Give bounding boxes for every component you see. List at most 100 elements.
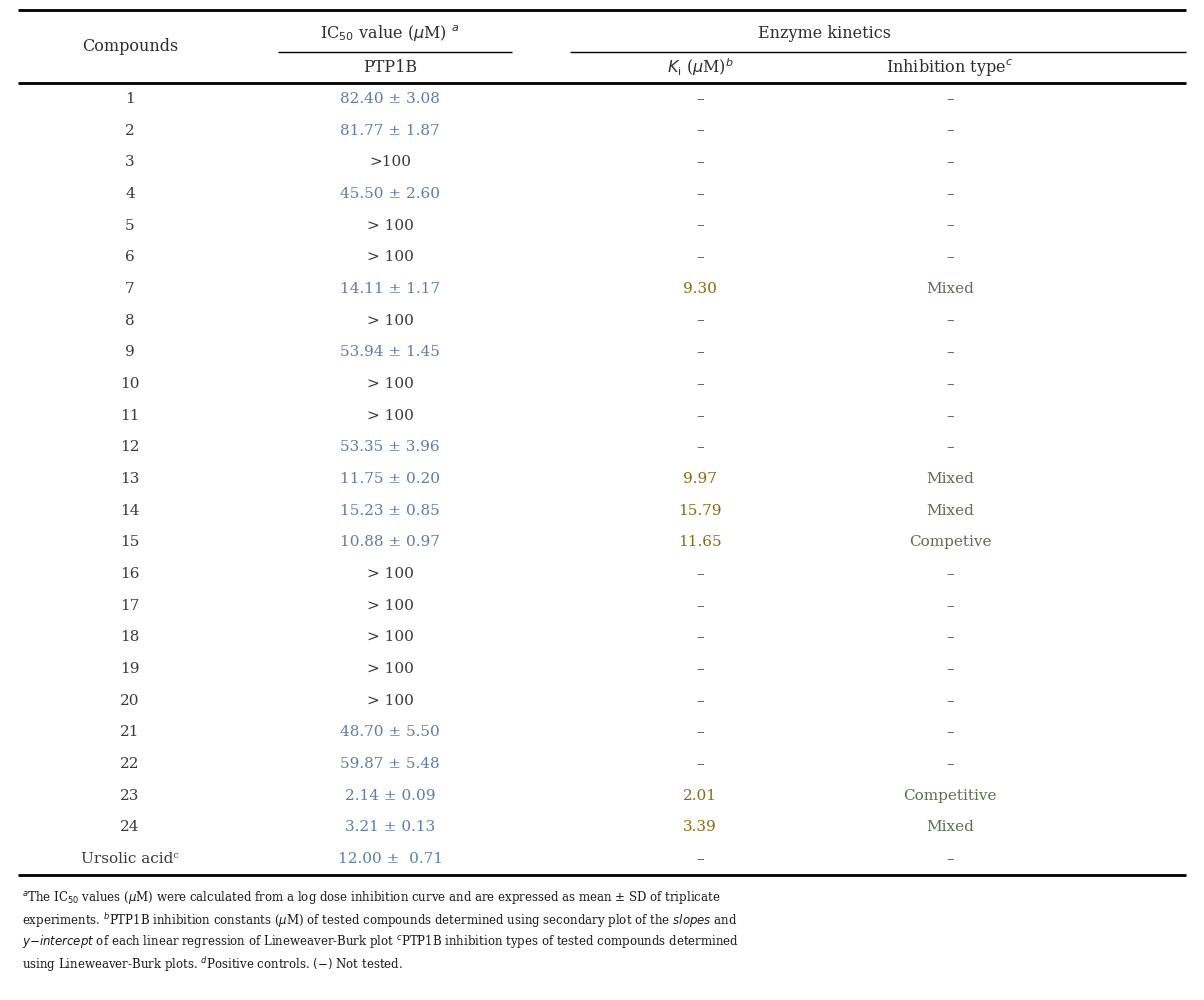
Text: 3: 3 bbox=[125, 155, 135, 169]
Text: –: – bbox=[946, 440, 954, 454]
Text: Compounds: Compounds bbox=[82, 38, 178, 55]
Text: 53.35 ± 3.96: 53.35 ± 3.96 bbox=[341, 440, 439, 454]
Text: –: – bbox=[696, 92, 704, 106]
Text: –: – bbox=[696, 599, 704, 613]
Text: 12.00 ±  0.71: 12.00 ± 0.71 bbox=[337, 852, 443, 866]
Text: 15.79: 15.79 bbox=[678, 504, 721, 518]
Text: Inhibition type$^c$: Inhibition type$^c$ bbox=[886, 56, 1014, 78]
Text: > 100: > 100 bbox=[366, 630, 413, 644]
Text: –: – bbox=[946, 852, 954, 866]
Text: 5: 5 bbox=[125, 219, 135, 233]
Text: –: – bbox=[696, 187, 704, 201]
Text: –: – bbox=[946, 630, 954, 644]
Text: 14.11 ± 1.17: 14.11 ± 1.17 bbox=[340, 282, 441, 296]
Text: –: – bbox=[946, 694, 954, 708]
Text: 16: 16 bbox=[120, 567, 140, 581]
Text: 14: 14 bbox=[120, 504, 140, 518]
Text: –: – bbox=[946, 757, 954, 771]
Text: experiments. $^b$PTP1B inhibition constants ($\mu$M) of tested compounds determi: experiments. $^b$PTP1B inhibition consta… bbox=[22, 911, 738, 930]
Text: –: – bbox=[946, 377, 954, 391]
Text: 48.70 ± 5.50: 48.70 ± 5.50 bbox=[340, 725, 439, 739]
Text: –: – bbox=[946, 662, 954, 676]
Text: $\it{y}$$-$$\it{intercept}$ of each linear regression of Lineweaver-Burk plot $^: $\it{y}$$-$$\it{intercept}$ of each line… bbox=[22, 933, 739, 950]
Text: Competive: Competive bbox=[909, 535, 991, 549]
Text: 3.39: 3.39 bbox=[683, 820, 716, 834]
Text: 10.88 ± 0.97: 10.88 ± 0.97 bbox=[340, 535, 439, 549]
Text: 22: 22 bbox=[120, 757, 140, 771]
Text: > 100: > 100 bbox=[366, 409, 413, 423]
Text: 15.23 ± 0.85: 15.23 ± 0.85 bbox=[340, 504, 439, 518]
Text: –: – bbox=[696, 409, 704, 423]
Text: > 100: > 100 bbox=[366, 567, 413, 581]
Text: –: – bbox=[946, 155, 954, 169]
Text: –: – bbox=[946, 219, 954, 233]
Text: 10: 10 bbox=[120, 377, 140, 391]
Text: 11.65: 11.65 bbox=[678, 535, 722, 549]
Text: Mixed: Mixed bbox=[926, 504, 974, 518]
Text: 9: 9 bbox=[125, 345, 135, 359]
Text: –: – bbox=[696, 314, 704, 328]
Text: 59.87 ± 5.48: 59.87 ± 5.48 bbox=[341, 757, 439, 771]
Text: 23: 23 bbox=[120, 789, 140, 803]
Text: 18: 18 bbox=[120, 630, 140, 644]
Text: 11.75 ± 0.20: 11.75 ± 0.20 bbox=[340, 472, 439, 486]
Text: –: – bbox=[946, 345, 954, 359]
Text: –: – bbox=[696, 155, 704, 169]
Text: 21: 21 bbox=[120, 725, 140, 739]
Text: IC$_{50}$ value ($\mu$M) $^a$: IC$_{50}$ value ($\mu$M) $^a$ bbox=[320, 23, 460, 43]
Text: –: – bbox=[946, 409, 954, 423]
Text: –: – bbox=[696, 852, 704, 866]
Text: –: – bbox=[946, 124, 954, 138]
Text: 53.94 ± 1.45: 53.94 ± 1.45 bbox=[340, 345, 439, 359]
Text: > 100: > 100 bbox=[366, 377, 413, 391]
Text: 6: 6 bbox=[125, 250, 135, 264]
Text: –: – bbox=[696, 662, 704, 676]
Text: 11: 11 bbox=[120, 409, 140, 423]
Text: Competitive: Competitive bbox=[903, 789, 997, 803]
Text: –: – bbox=[696, 219, 704, 233]
Text: –: – bbox=[946, 187, 954, 201]
Text: PTP1B: PTP1B bbox=[362, 58, 417, 76]
Text: 9.30: 9.30 bbox=[683, 282, 716, 296]
Text: > 100: > 100 bbox=[366, 314, 413, 328]
Text: Ursolic acidᶜ: Ursolic acidᶜ bbox=[81, 852, 179, 866]
Text: –: – bbox=[696, 440, 704, 454]
Text: using Lineweaver-Burk plots. $^d$Positive controls. $(\mathrm{-})$ Not tested.: using Lineweaver-Burk plots. $^d$Positiv… bbox=[22, 955, 403, 974]
Text: –: – bbox=[696, 694, 704, 708]
Text: 15: 15 bbox=[120, 535, 140, 549]
Text: 2.01: 2.01 bbox=[683, 789, 718, 803]
Text: –: – bbox=[946, 725, 954, 739]
Text: 12: 12 bbox=[120, 440, 140, 454]
Text: 1: 1 bbox=[125, 92, 135, 106]
Text: 9.97: 9.97 bbox=[683, 472, 716, 486]
Text: –: – bbox=[696, 345, 704, 359]
Text: –: – bbox=[696, 377, 704, 391]
Text: –: – bbox=[696, 124, 704, 138]
Text: 13: 13 bbox=[120, 472, 140, 486]
Text: –: – bbox=[696, 250, 704, 264]
Text: 45.50 ± 2.60: 45.50 ± 2.60 bbox=[340, 187, 439, 201]
Text: > 100: > 100 bbox=[366, 599, 413, 613]
Text: > 100: > 100 bbox=[366, 219, 413, 233]
Text: $^a$The IC$_{50}$ values ($\mu$M) were calculated from a log dose inhibition cur: $^a$The IC$_{50}$ values ($\mu$M) were c… bbox=[22, 889, 720, 906]
Text: 2.14 ± 0.09: 2.14 ± 0.09 bbox=[344, 789, 436, 803]
Text: 24: 24 bbox=[120, 820, 140, 834]
Text: Mixed: Mixed bbox=[926, 282, 974, 296]
Text: 8: 8 bbox=[125, 314, 135, 328]
Text: –: – bbox=[946, 599, 954, 613]
Text: –: – bbox=[696, 630, 704, 644]
Text: –: – bbox=[696, 725, 704, 739]
Text: > 100: > 100 bbox=[366, 662, 413, 676]
Text: Mixed: Mixed bbox=[926, 820, 974, 834]
Text: –: – bbox=[946, 567, 954, 581]
Text: 4: 4 bbox=[125, 187, 135, 201]
Text: 19: 19 bbox=[120, 662, 140, 676]
Text: 20: 20 bbox=[120, 694, 140, 708]
Text: $K_\mathrm{i}$ ($\mu$M)$^b$: $K_\mathrm{i}$ ($\mu$M)$^b$ bbox=[667, 56, 733, 78]
Text: –: – bbox=[946, 92, 954, 106]
Text: 7: 7 bbox=[125, 282, 135, 296]
Text: –: – bbox=[946, 314, 954, 328]
Text: –: – bbox=[946, 250, 954, 264]
Text: 3.21 ± 0.13: 3.21 ± 0.13 bbox=[344, 820, 435, 834]
Text: Enzyme kinetics: Enzyme kinetics bbox=[759, 24, 891, 41]
